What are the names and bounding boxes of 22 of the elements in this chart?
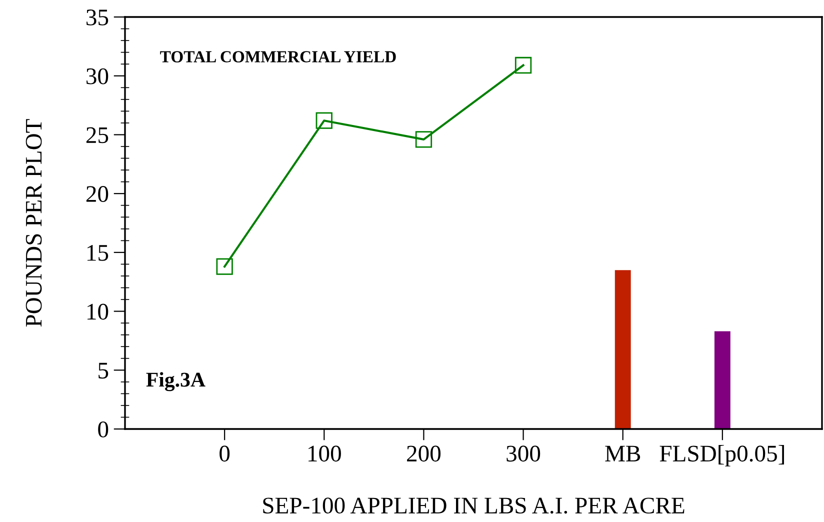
point — [514, 56, 532, 74]
x-axis-title: SEP-100 APPLIED IN LBS A.I. PER ACRE — [263, 498, 684, 514]
x-tick-label: 100 — [308, 446, 341, 462]
point — [415, 131, 432, 148]
text: TOTAL COMMERCIAL YIELD — [160, 51, 396, 62]
y-tick-label: 0 — [98, 421, 108, 438]
y-tick-label: 30 — [86, 68, 108, 84]
x-tick-label: FLSD[p0.05] — [660, 444, 784, 466]
x-tick-label: 300 — [506, 446, 540, 462]
y-tick-label: 25 — [86, 127, 108, 144]
y-tick-label: 35 — [86, 10, 108, 26]
point — [316, 112, 332, 129]
annotation: Fig.3A — [146, 372, 206, 392]
y-tick-label: 5 — [98, 362, 108, 379]
y-tick-label: 20 — [86, 186, 108, 202]
x-tick-label: MB — [605, 446, 640, 462]
y-tick-label: 10 — [87, 304, 108, 320]
point — [216, 258, 233, 275]
y-axis-title: POUNDS PER PLOT — [26, 119, 42, 327]
x-tick-label: 0 — [220, 446, 230, 462]
y-tick-label: 15 — [87, 245, 108, 261]
x-tick-label: 200 — [407, 446, 441, 462]
